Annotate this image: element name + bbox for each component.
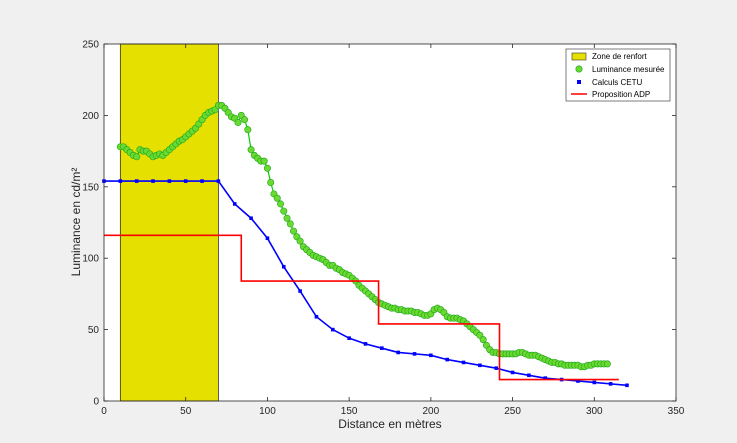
measured-point: [603, 360, 611, 368]
series-luminance-mesuree: [116, 101, 611, 371]
legend-cetu-label: Calculs CETU: [592, 78, 642, 87]
x-tick-label: 300: [586, 406, 603, 417]
measured-point: [260, 157, 268, 165]
y-tick-label: 150: [82, 182, 99, 193]
x-tick-label: 200: [423, 406, 440, 417]
x-tick-label: 250: [504, 406, 521, 417]
measured-point: [283, 214, 291, 222]
measured-point: [133, 153, 141, 161]
cetu-point: [396, 350, 400, 355]
legend: Zone de renfort Luminance mesurée Calcul…: [565, 48, 671, 102]
cetu-point: [331, 327, 335, 332]
measured-point: [296, 237, 304, 245]
series-calculs-cetu: [102, 179, 629, 388]
legend-zone-label: Zone de renfort: [592, 52, 647, 61]
x-tick-label: 350: [668, 406, 685, 417]
measured-point: [267, 179, 275, 187]
y-tick-label: 0: [93, 397, 99, 408]
cetu-point: [494, 366, 499, 370]
measured-point: [241, 116, 249, 124]
cetu-point: [412, 352, 417, 356]
measured-point: [479, 336, 487, 344]
y-tick-label: 50: [88, 325, 100, 336]
legend-cetu-marker: [577, 80, 581, 84]
cetu-point: [200, 179, 204, 183]
cetu-point: [543, 376, 548, 380]
cetu-point: [118, 179, 123, 183]
measured-point: [277, 200, 285, 208]
cetu-point: [510, 370, 515, 375]
series-layer: [102, 101, 629, 388]
cetu-point: [167, 179, 172, 183]
cetu-point: [183, 179, 188, 183]
measured-point: [244, 126, 252, 134]
y-axis-label: Luminance en cd/m²: [69, 168, 83, 277]
cetu-point: [216, 179, 221, 183]
measured-point: [290, 227, 298, 235]
x-tick-label: 100: [259, 406, 276, 417]
cetu-point: [429, 353, 433, 358]
y-tick-label: 250: [82, 40, 99, 51]
measured-point: [247, 146, 255, 154]
y-tick-label: 100: [82, 254, 99, 265]
zone-layer: [119, 43, 219, 402]
measured-point: [280, 207, 288, 215]
cetu-point: [608, 382, 613, 386]
cetu-point: [461, 360, 466, 365]
cetu-point: [281, 264, 286, 269]
cetu-point: [134, 179, 139, 183]
legend-measured-marker: [575, 65, 583, 73]
measured-point: [273, 194, 281, 202]
cetu-point: [478, 363, 482, 368]
cetu-point: [314, 314, 319, 319]
cetu-point: [249, 216, 253, 221]
legend-zone-swatch: [571, 52, 587, 61]
y-axis-ticks: 0 50 100 150 200 250: [82, 40, 676, 408]
cetu-point: [347, 336, 351, 340]
y-tick-label: 200: [82, 111, 99, 122]
series-proposition-adp: [104, 234, 619, 381]
cetu-point: [576, 379, 580, 383]
measured-point: [286, 220, 294, 228]
cetu-point: [527, 373, 531, 378]
cetu-point: [265, 236, 270, 241]
legend-measured-label: Luminance mesurée: [592, 65, 665, 74]
measured-point: [234, 119, 242, 127]
cetu-point: [363, 342, 368, 346]
cetu-point: [592, 380, 597, 385]
x-tick-label: 150: [341, 406, 358, 417]
x-tick-label: 50: [180, 406, 192, 417]
measured-point: [263, 164, 271, 172]
plot-frame: [103, 43, 677, 402]
legend-adp-label: Proposition ADP: [592, 90, 650, 99]
x-tick-label: 0: [101, 406, 107, 417]
x-axis-ticks: 0 50 100 150 200 250 300 350: [101, 44, 685, 417]
cetu-point: [625, 383, 629, 388]
cetu-point: [445, 357, 449, 362]
cetu-point: [380, 346, 384, 350]
cetu-point: [298, 289, 302, 293]
cetu-point: [151, 179, 155, 183]
x-axis-label: Distance en mètres: [338, 417, 441, 431]
zone-renfort-band: [119, 43, 219, 402]
cetu-point: [232, 202, 237, 206]
